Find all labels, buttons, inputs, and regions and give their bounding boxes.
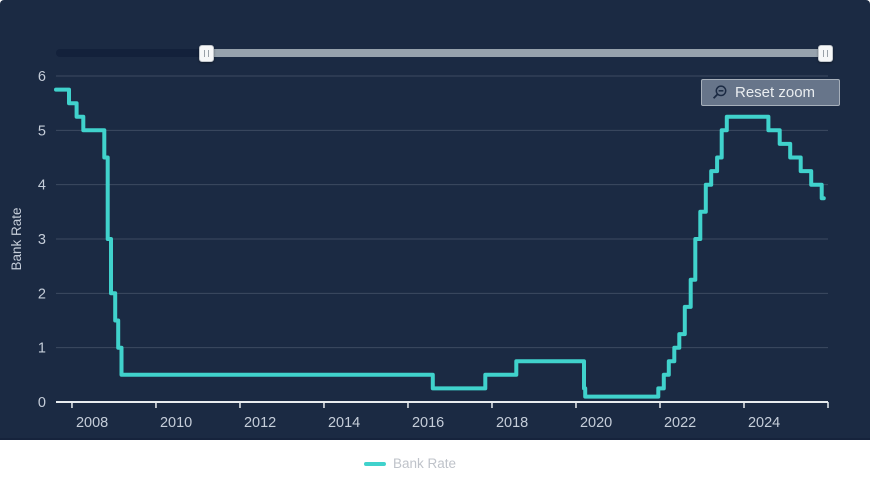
x-axis-label: 2018	[496, 415, 528, 431]
range-navigator[interactable]	[56, 45, 833, 62]
legend: Bank Rate	[363, 456, 457, 471]
x-axis-label: 2012	[244, 415, 276, 431]
chart-card: 0 1 2 3 4 5 6 2008 2010 2012 2014 2016 2018 2020 2022 2…	[0, 0, 870, 440]
y-axis-label: 6	[38, 69, 46, 85]
legend-swatch	[363, 461, 386, 466]
chart-plot-area[interactable]: 0 1 2 3 4 5 6 2008 2010 2012 2014 2016 2018 2020 2022 2…	[0, 0, 870, 440]
zoom-out-icon	[712, 85, 727, 99]
x-axis-label: 2024	[748, 415, 780, 431]
y-axis-label: 2	[38, 286, 46, 302]
bank-rate-series-line[interactable]	[54, 87, 826, 399]
y-axis-label: 5	[38, 123, 46, 139]
y-axis-title: Bank Rate	[9, 207, 24, 270]
x-axis-label: 2014	[328, 415, 360, 431]
navigator-selected-range[interactable]	[206, 49, 826, 57]
navigator-right-handle[interactable]	[818, 45, 833, 62]
x-axis-label: 2008	[76, 415, 108, 431]
x-axis-label: 2016	[412, 415, 444, 431]
x-axis-label: 2022	[664, 415, 696, 431]
navigator-track[interactable]	[56, 49, 833, 57]
x-axis-label: 2020	[580, 415, 612, 431]
y-axis-label: 1	[38, 341, 46, 357]
legend-item-bank-rate[interactable]: Bank Rate	[363, 456, 457, 471]
y-axis-label: 3	[38, 232, 46, 248]
legend-label: Bank Rate	[392, 456, 457, 471]
reset-zoom-button[interactable]: Reset zoom	[701, 79, 840, 106]
x-axis-label: 2010	[160, 415, 192, 431]
reset-zoom-label: Reset zoom	[735, 84, 816, 101]
y-axis-label: 4	[38, 178, 46, 194]
navigator-left-handle[interactable]	[198, 45, 214, 62]
y-axis-label: 0	[38, 395, 46, 411]
